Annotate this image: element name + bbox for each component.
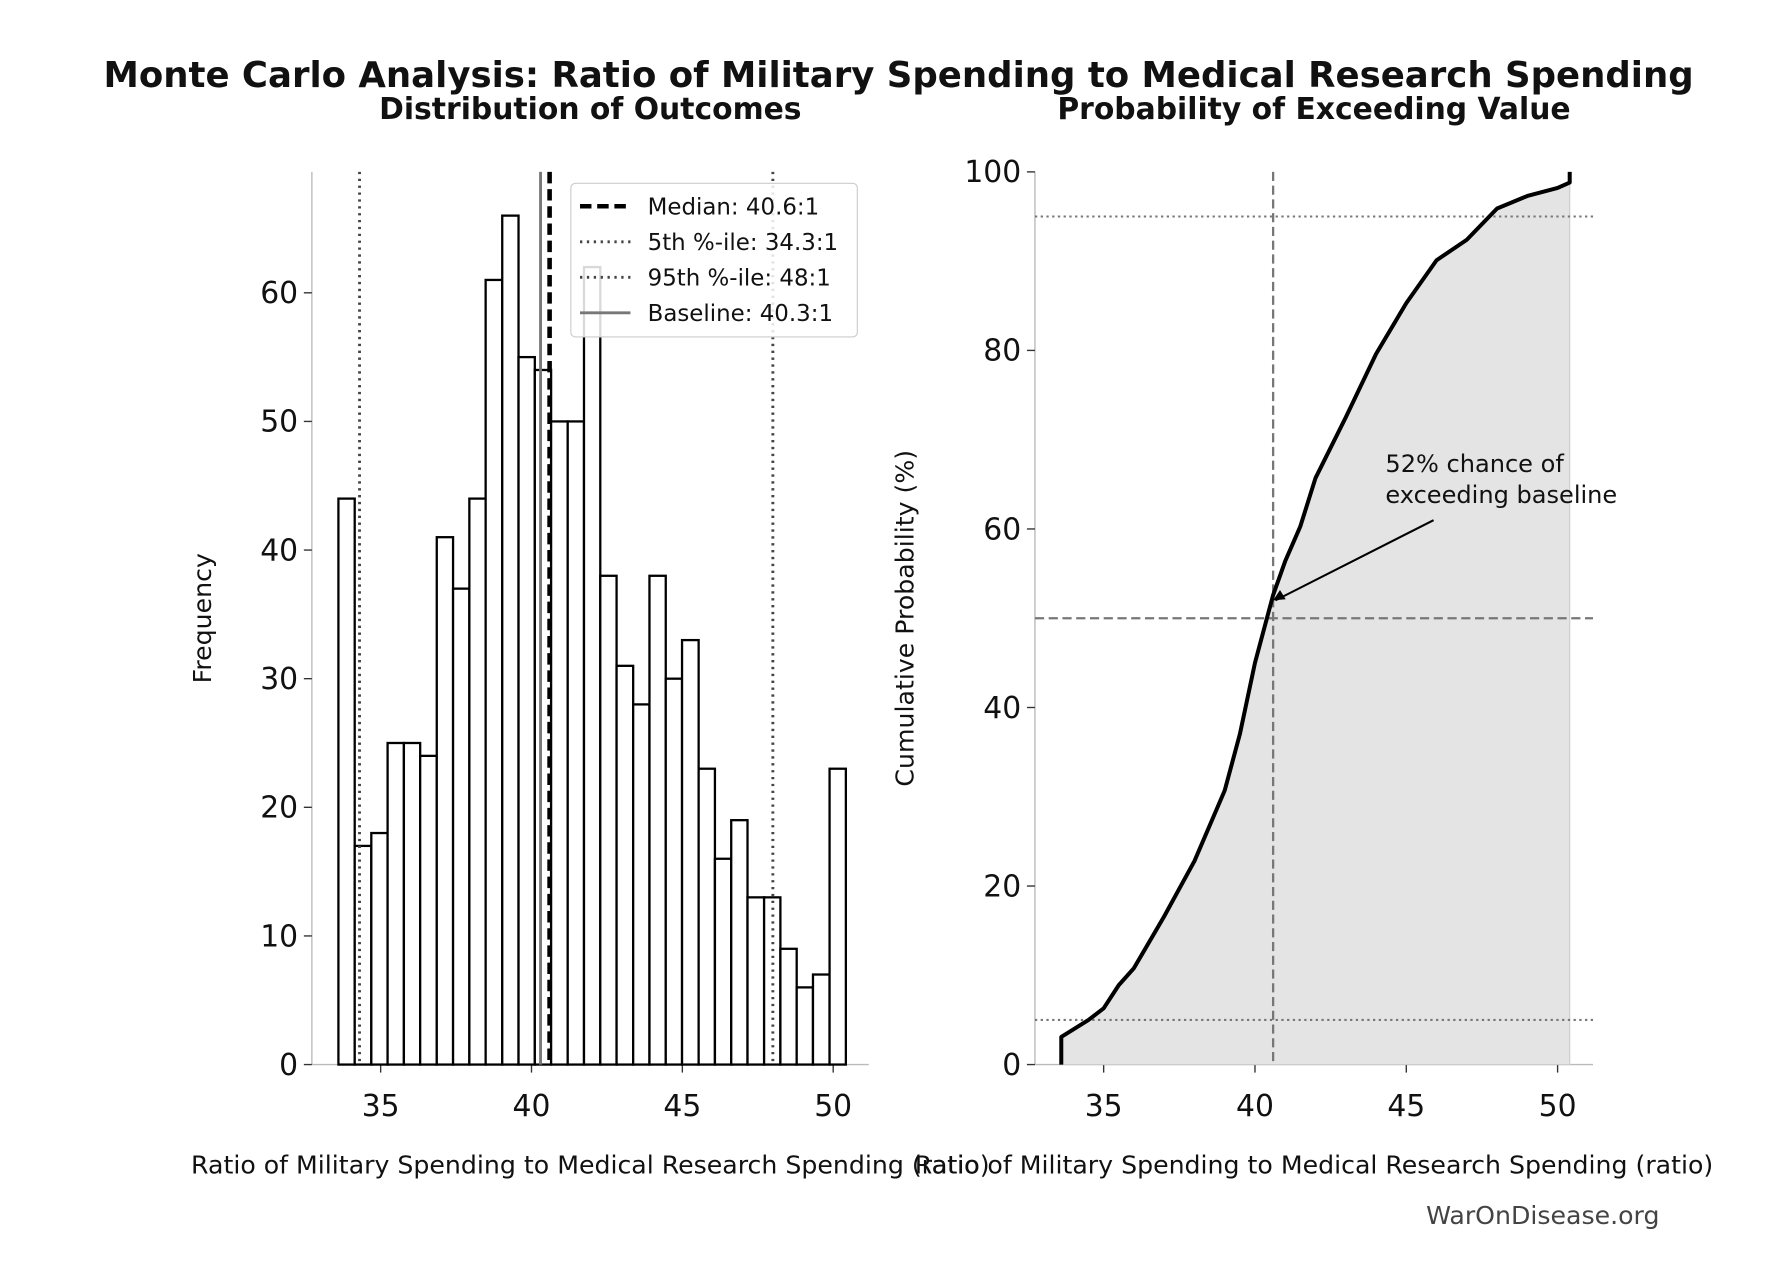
cdf-line <box>1059 171 1572 1065</box>
legend-box <box>570 182 858 338</box>
x-tick-label: 50 <box>814 1089 852 1124</box>
x-tick-label: 35 <box>1085 1089 1123 1124</box>
annotation-text: 52% chance of <box>1385 450 1564 478</box>
x-tick-label: 40 <box>1236 1089 1274 1124</box>
x-tick-label: 45 <box>663 1089 701 1124</box>
bar <box>549 420 569 1066</box>
x-tick-label: 35 <box>362 1089 400 1124</box>
bar <box>566 420 586 1066</box>
bar <box>811 973 831 1066</box>
annotation-arrow <box>1274 519 1435 602</box>
y-tick-label: 0 <box>1002 1048 1021 1083</box>
y-tick-label: 40 <box>983 691 1021 726</box>
bar <box>779 947 798 1066</box>
x-tick-label: 50 <box>1539 1089 1577 1124</box>
y-axis-label: Cumulative Probability (%) <box>890 450 919 787</box>
bar <box>501 214 520 1066</box>
x-tick-label: 40 <box>513 1089 551 1124</box>
bar <box>353 844 373 1066</box>
bar <box>337 497 356 1066</box>
legend-label: Median: 40.6:1 <box>648 194 820 220</box>
subplot-title: Distribution of Outcomes <box>379 92 801 127</box>
bar <box>664 677 684 1066</box>
y-tick-label: 20 <box>983 869 1021 904</box>
y-tick-label: 80 <box>983 334 1021 369</box>
x-axis-label: Ratio of Military Spending to Medical Re… <box>191 1150 990 1179</box>
legend-label: Baseline: 40.3:1 <box>648 301 833 327</box>
bar <box>435 536 455 1066</box>
bar <box>468 497 487 1066</box>
x-tick-label: 45 <box>1387 1089 1425 1124</box>
y-tick-label: 60 <box>983 512 1021 547</box>
subplot-title: Probability of Exceeding Value <box>1057 92 1570 127</box>
y-tick-label: 10 <box>260 919 298 954</box>
y-tick-label: 50 <box>260 405 298 440</box>
annotation-arrowhead <box>1273 590 1286 601</box>
y-axis-label: Frequency <box>188 553 217 683</box>
legend-label: 95th %-ile: 48:1 <box>648 265 831 291</box>
legend-label: 5th %-ile: 34.3:1 <box>648 230 839 256</box>
bar <box>370 831 389 1066</box>
y-tick-label: 20 <box>260 791 298 826</box>
annotation-text: exceeding baseline <box>1385 481 1617 509</box>
bar <box>451 587 471 1066</box>
bar <box>828 767 848 1066</box>
bar <box>795 986 815 1066</box>
y-tick-label: 30 <box>260 662 298 697</box>
bar <box>599 574 618 1066</box>
y-tick-label: 40 <box>260 533 298 568</box>
bar <box>697 767 717 1066</box>
bar <box>484 278 504 1066</box>
bar <box>730 819 749 1066</box>
bar <box>680 638 700 1066</box>
y-tick-label: 100 <box>964 155 1021 190</box>
y-tick-label: 0 <box>279 1048 298 1083</box>
bar <box>615 664 635 1066</box>
bar <box>582 265 602 1066</box>
bar <box>632 703 651 1066</box>
x-axis-label: Ratio of Military Spending to Medical Re… <box>915 1150 1714 1179</box>
bar <box>419 754 438 1066</box>
y-tick-label: 60 <box>260 276 298 311</box>
footer: WarOnDisease.org <box>1426 1201 1659 1230</box>
bar <box>517 355 536 1066</box>
bar <box>402 741 422 1066</box>
bar <box>746 896 766 1066</box>
bar <box>648 574 667 1066</box>
bar <box>386 741 406 1066</box>
bar <box>713 857 733 1066</box>
figure-title: Monte Carlo Analysis: Ratio of Military … <box>103 55 1693 96</box>
